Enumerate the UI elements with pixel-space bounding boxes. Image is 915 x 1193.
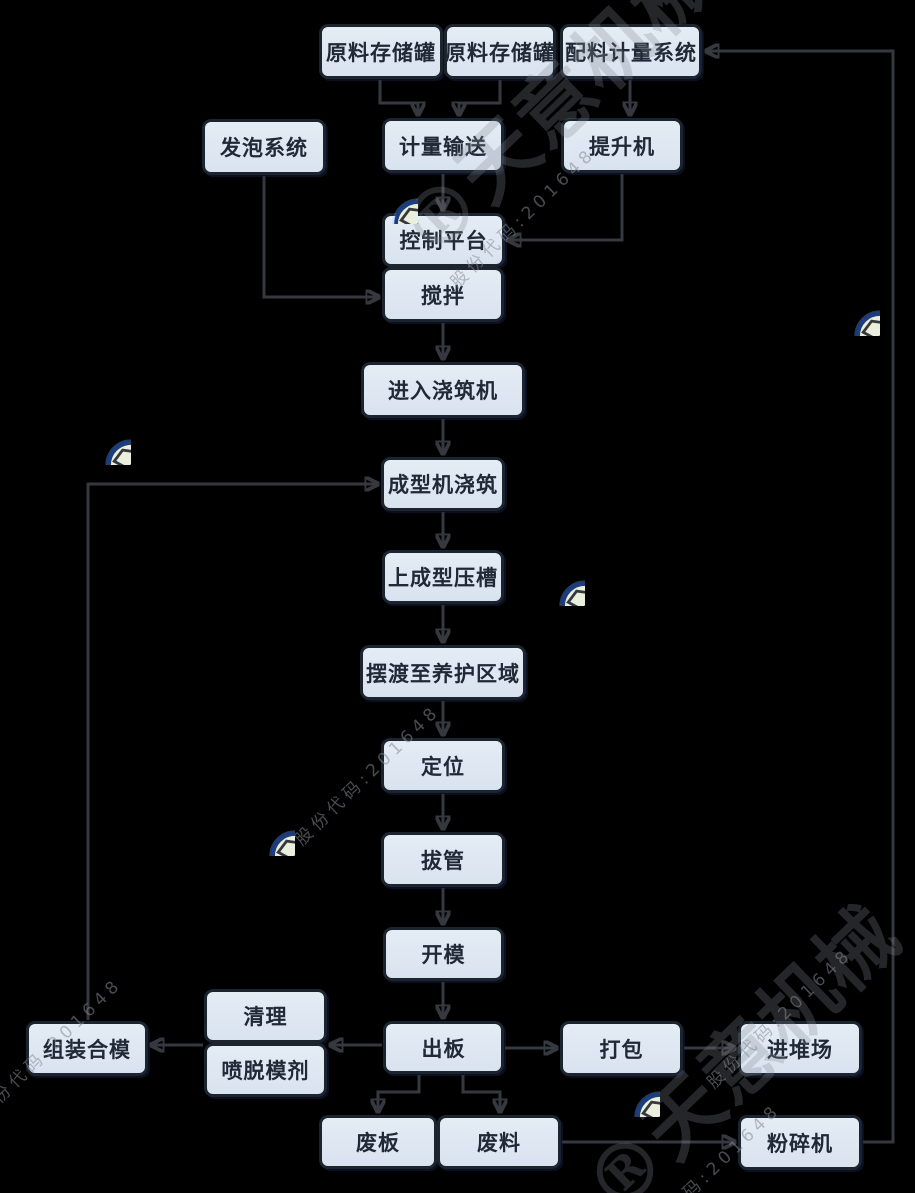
node-label: 打包 bbox=[599, 1036, 644, 1062]
node-label: 定位 bbox=[421, 753, 465, 779]
edge-tank2-metering bbox=[459, 80, 502, 114]
flow-node-waste-material: 废料 bbox=[437, 1115, 561, 1169]
edge-foaming-mixing bbox=[262, 176, 378, 297]
flow-node-raw-material-tank-1: 原料存储罐 bbox=[319, 24, 443, 79]
edge-crusher-batching bbox=[707, 51, 895, 1144]
node-label: 进堆场 bbox=[767, 1036, 833, 1062]
node-label: 摆渡至养护区域 bbox=[366, 660, 520, 686]
flow-node-metering-conveying: 计量输送 bbox=[382, 118, 504, 173]
flow-node-stack-yard: 进堆场 bbox=[738, 1021, 862, 1076]
flow-node-raw-material-tank-2: 原料存储罐 bbox=[444, 24, 556, 79]
flow-node-positioning: 定位 bbox=[381, 738, 505, 793]
node-label: 原料存储罐 bbox=[326, 39, 436, 65]
node-label: 提升机 bbox=[589, 133, 655, 159]
edge-hoist-control bbox=[509, 174, 624, 240]
flow-node-packing: 打包 bbox=[560, 1021, 683, 1076]
node-label: 原料存储罐 bbox=[445, 39, 555, 65]
node-label: 计量输送 bbox=[399, 133, 487, 159]
flow-node-hoist: 提升机 bbox=[561, 118, 683, 173]
node-label: 喷脱模剂 bbox=[221, 1058, 310, 1083]
node-label: 清理 bbox=[243, 1004, 288, 1029]
edge-boardout-wasteboard bbox=[378, 1075, 421, 1111]
node-label: 进入浇筑机 bbox=[388, 378, 498, 403]
edge-boardout-wastematerial bbox=[461, 1075, 500, 1111]
flow-node-cleaning: 清理 bbox=[204, 989, 327, 1043]
flow-node-batching-metering-system: 配料计量系统 bbox=[560, 24, 702, 79]
node-label: 组装合模 bbox=[43, 1036, 131, 1062]
flow-node-control-platform: 控制平台 bbox=[382, 213, 505, 267]
edge-tank1-metering bbox=[378, 80, 418, 114]
flow-node-forming-press-groove: 上成型压槽 bbox=[382, 550, 504, 604]
node-label: 成型机浇筑 bbox=[388, 472, 498, 497]
flow-node-enter-pouring-machine: 进入浇筑机 bbox=[361, 362, 525, 418]
flow-node-board-out: 出板 bbox=[383, 1021, 504, 1074]
node-label: 废料 bbox=[477, 1130, 521, 1155]
flow-node-mixing: 搅拌 bbox=[382, 267, 504, 322]
flow-node-waste-board: 废板 bbox=[319, 1115, 437, 1169]
flow-node-spray-release-agent: 喷脱模剂 bbox=[204, 1043, 327, 1097]
flow-node-forming-machine-pouring: 成型机浇筑 bbox=[381, 457, 505, 511]
node-label: 拔管 bbox=[421, 847, 465, 873]
node-label: 开模 bbox=[421, 942, 466, 967]
node-label: 上成型压槽 bbox=[388, 565, 498, 590]
flow-node-foaming-system: 发泡系统 bbox=[202, 119, 326, 175]
node-label: 控制平台 bbox=[399, 228, 488, 253]
node-label: 发泡系统 bbox=[220, 135, 308, 160]
node-label: 出板 bbox=[421, 1035, 466, 1061]
node-label: 废板 bbox=[356, 1130, 400, 1155]
flow-node-crusher: 粉碎机 bbox=[738, 1115, 862, 1170]
node-label: 搅拌 bbox=[421, 282, 465, 308]
flow-node-assembly-mold-closing: 组装合模 bbox=[26, 1021, 148, 1076]
flow-node-mold-opening: 开模 bbox=[383, 927, 504, 981]
flow-node-ferry-to-curing-area: 摆渡至养护区域 bbox=[360, 645, 526, 700]
node-label: 粉碎机 bbox=[767, 1130, 833, 1156]
node-label: 配料计量系统 bbox=[565, 39, 697, 65]
flow-node-tube-pulling: 拔管 bbox=[381, 832, 505, 887]
edge-assembly-formingpouring bbox=[86, 484, 377, 1020]
